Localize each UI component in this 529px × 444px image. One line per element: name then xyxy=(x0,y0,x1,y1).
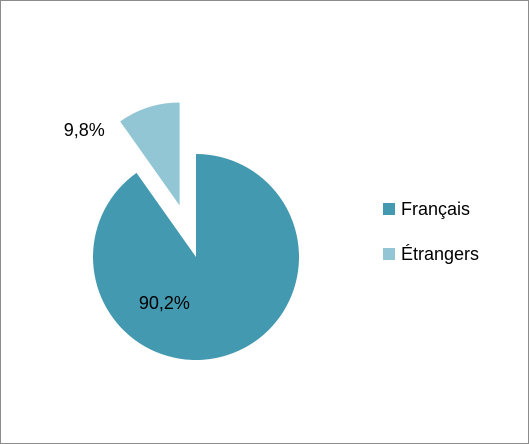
legend-swatch xyxy=(383,248,395,260)
pie-slice xyxy=(120,102,180,206)
legend-label: Français xyxy=(401,199,470,219)
legend-label: Étrangers xyxy=(401,244,479,264)
legend-swatch xyxy=(383,203,395,215)
data-label: 9,8% xyxy=(64,120,105,140)
pie-slice xyxy=(92,154,299,361)
data-label: 90,2% xyxy=(139,293,190,313)
